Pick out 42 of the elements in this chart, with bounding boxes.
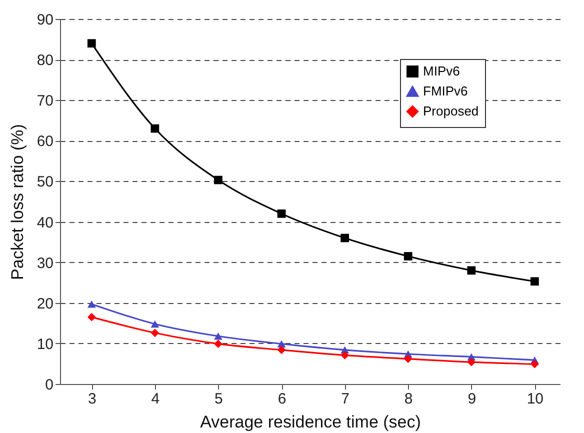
x-tick-label: 4 [151, 390, 160, 408]
x-tick-label: 9 [468, 390, 476, 408]
point [404, 252, 412, 260]
legend-label: MIPv6 [423, 64, 460, 78]
point [150, 328, 160, 338]
point [87, 312, 96, 322]
point [150, 320, 160, 328]
point [277, 346, 286, 354]
point [530, 360, 539, 368]
point [530, 277, 539, 286]
y-tick-label: 50 [36, 174, 54, 191]
y-tick-label: 60 [36, 133, 54, 150]
legend-label: Proposed [423, 104, 479, 118]
point [150, 124, 160, 133]
point [404, 354, 412, 364]
y-tick-label: 70 [36, 92, 54, 110]
x-tick-label: 10 [526, 390, 544, 408]
y-tick-label: 80 [36, 52, 54, 70]
y-tick-label: 90 [36, 12, 54, 28]
y-tick-label: 20 [36, 295, 54, 312]
x-tick-label: 5 [214, 390, 223, 408]
x-axis-title: Average residence time (sec) [200, 412, 421, 432]
y-tick-label: 30 [36, 254, 54, 272]
legend-label: FMIPv6 [423, 84, 468, 98]
x-tick-label: 6 [278, 390, 286, 408]
point [214, 340, 222, 348]
y-axis-title: Packet loss ratio (%) [8, 124, 27, 280]
point [214, 176, 222, 184]
point [277, 209, 286, 218]
point [87, 300, 96, 308]
y-tick-label: 0 [45, 376, 54, 394]
point [87, 39, 96, 48]
point [467, 266, 476, 275]
y-tick-label: 10 [36, 336, 54, 353]
point [467, 358, 476, 366]
point [340, 234, 349, 242]
point [214, 332, 222, 340]
point [340, 351, 349, 360]
y-tick-label: 40 [36, 214, 54, 232]
x-tick-label: 7 [341, 390, 350, 408]
x-tick-label: 3 [88, 390, 96, 408]
x-tick-label: 8 [404, 390, 413, 408]
